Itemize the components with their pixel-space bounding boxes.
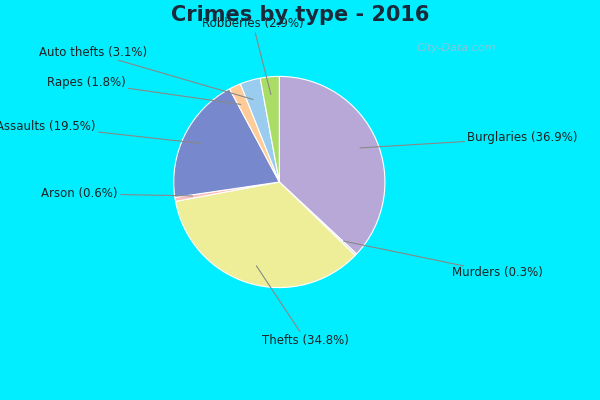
Text: Arson (0.6%): Arson (0.6%) [41,187,193,200]
Wedge shape [280,76,385,254]
Wedge shape [260,76,280,182]
Wedge shape [230,84,280,182]
Text: Rapes (1.8%): Rapes (1.8%) [47,76,241,104]
Text: Auto thefts (3.1%): Auto thefts (3.1%) [39,46,253,100]
Text: Burglaries (36.9%): Burglaries (36.9%) [360,132,578,148]
Text: Robberies (2.9%): Robberies (2.9%) [202,17,304,94]
Text: Crimes by type - 2016: Crimes by type - 2016 [171,5,429,25]
Wedge shape [176,182,355,288]
Wedge shape [174,89,280,197]
Text: Murders (0.3%): Murders (0.3%) [344,241,543,280]
Text: Thefts (34.8%): Thefts (34.8%) [256,266,349,347]
Text: Assaults (19.5%): Assaults (19.5%) [0,120,200,143]
Wedge shape [241,78,280,182]
Wedge shape [280,182,356,256]
Wedge shape [175,182,280,201]
Text: City-Data.com: City-Data.com [417,43,496,53]
